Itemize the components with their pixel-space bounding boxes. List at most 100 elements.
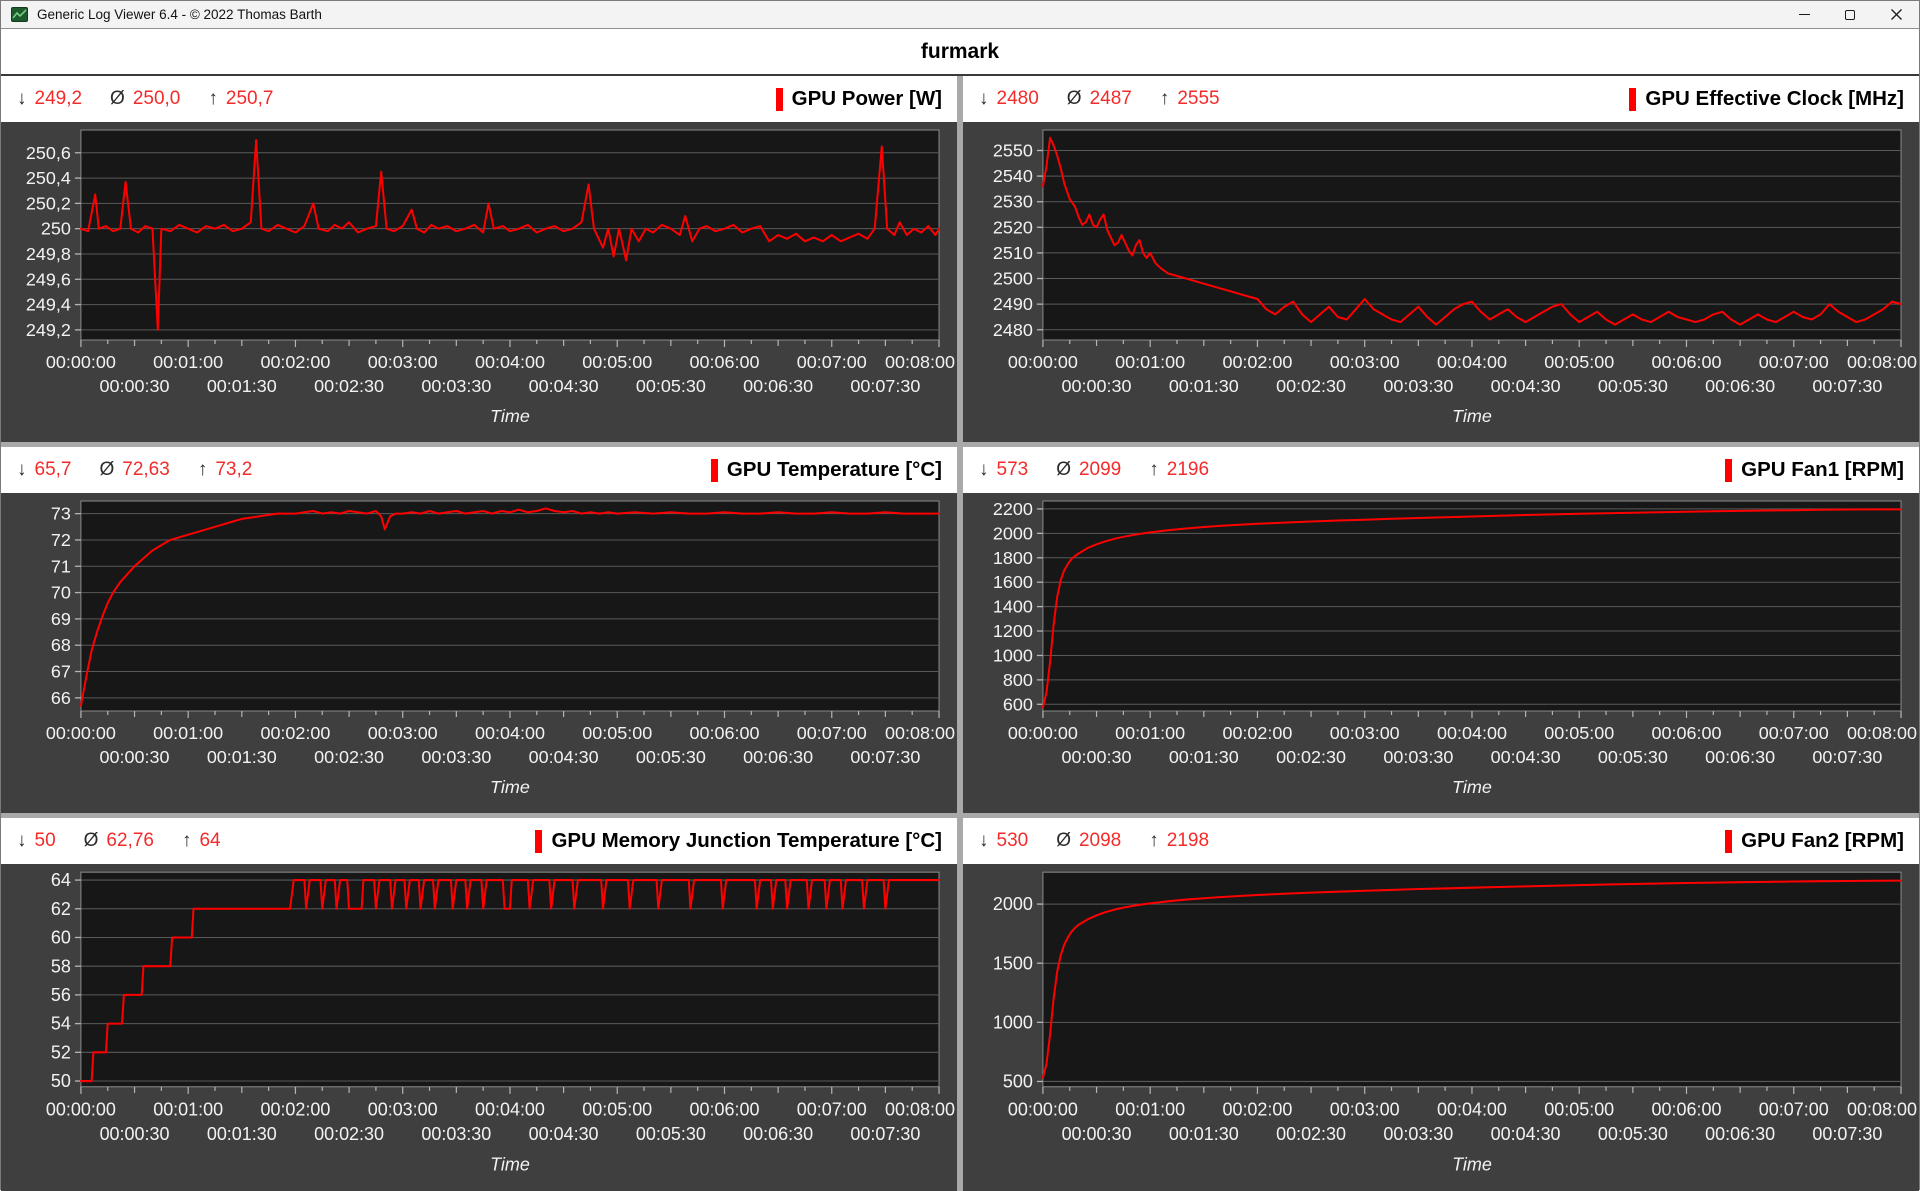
svg-text:00:02:30: 00:02:30 [1276,747,1346,767]
svg-text:Time: Time [490,777,530,797]
svg-text:00:04:30: 00:04:30 [1491,1124,1561,1144]
svg-text:00:06:00: 00:06:00 [690,723,760,743]
max-symbol-icon: ↑ [1149,830,1159,851]
minimize-button[interactable] [1781,1,1827,28]
chart-stats-gpu-power: ↓ 249,2 Ø 250,0 ↑ 250,7 [17,88,273,110]
svg-text:00:06:30: 00:06:30 [743,376,813,396]
svg-text:00:08:00: 00:08:00 [1847,723,1917,743]
chart-header-gpu-effective-clock: ↓ 2480 Ø 2487 ↑ 2555 GPU Effective Clock [MHz] [963,76,1919,122]
chart-stats-gpu-effective-clock: ↓ 2480 Ø 2487 ↑ 2555 [979,88,1220,110]
svg-text:00:06:30: 00:06:30 [743,1124,813,1144]
column-divider [957,76,963,1191]
max-value: 250,7 [225,88,274,109]
chart-plot-gpu-fan2[interactable]: 2000 1500 1000 500 00:00:00 00:01:00 00:02:00 0… [963,864,1919,1191]
svg-text:00:05:00: 00:05:00 [1544,1099,1614,1119]
chart-plot-gpu-memory-junction-temperature[interactable]: 64 62 60 58 56 54 52 50 00:00:00 00:01:00 00:02:00… [1,864,957,1191]
chart-stats-gpu-fan2: ↓ 530 Ø 2098 ↑ 2198 [979,830,1209,852]
svg-text:250,4: 250,4 [26,168,71,188]
svg-text:2540: 2540 [993,166,1033,186]
svg-text:00:06:00: 00:06:00 [690,352,760,372]
svg-text:00:04:30: 00:04:30 [529,747,599,767]
chart-title-gpu-power: GPU Power [W] [775,87,942,111]
chart-plot-gpu-power[interactable]: 250,6 250,4 250,2 250 249,8 249,6 249,4 249,2 00… [1,122,957,442]
avg-value: 62,76 [106,830,154,851]
svg-text:50: 50 [51,1071,71,1091]
close-button[interactable] [1873,1,1919,28]
svg-text:00:06:30: 00:06:30 [1705,747,1775,767]
close-icon [1890,9,1902,20]
app-icon [11,6,28,23]
svg-text:00:07:30: 00:07:30 [1812,376,1882,396]
title-bar: Generic Log Viewer 6.4 - © 2022 Thomas B… [1,1,1919,29]
chart-column-right: ↓ 2480 Ø 2487 ↑ 2555 GPU Effective Clock [MHz]… [963,76,1919,1191]
svg-text:00:02:00: 00:02:00 [1222,723,1292,743]
max-value: 2196 [1166,459,1210,480]
svg-text:60: 60 [51,927,71,947]
svg-text:00:05:00: 00:05:00 [582,1099,652,1119]
svg-text:00:05:30: 00:05:30 [1598,747,1668,767]
svg-text:00:06:00: 00:06:00 [690,1099,760,1119]
log-name: furmark [920,39,1000,63]
chart-header-gpu-memory-junction-temperature: ↓ 50 Ø 62,76 ↑ 64 GPU Memory Junction Temperat… [1,818,957,864]
svg-text:Time: Time [1452,777,1492,797]
chart-title-label: GPU Power [W] [791,87,942,110]
chart-section-gpu-fan2: ↓ 530 Ø 2098 ↑ 2198 GPU Fan2 [RPM] 2000 1500 1000… [963,818,1919,1191]
svg-text:00:00:30: 00:00:30 [100,376,170,396]
avg-value: 2099 [1078,459,1122,480]
panel-splitter [963,813,1919,818]
avg-stat-gpu-fan1: Ø 2099 [1056,459,1121,481]
svg-text:00:00:00: 00:00:00 [1008,352,1078,372]
svg-text:72: 72 [51,530,71,550]
svg-text:1500: 1500 [993,953,1033,973]
svg-text:66: 66 [51,688,71,708]
svg-text:00:03:30: 00:03:30 [421,1124,491,1144]
panel-splitter [963,442,1919,447]
min-value: 573 [996,459,1029,480]
svg-text:00:07:00: 00:07:00 [1759,352,1829,372]
svg-text:Time: Time [490,1154,530,1174]
min-symbol-icon: ↓ [17,830,27,851]
chart-plot-gpu-temperature[interactable]: 73 72 71 70 69 68 67 66 00:00:00 00:01:00 00:02:00… [1,493,957,813]
svg-text:00:03:30: 00:03:30 [421,376,491,396]
max-stat-gpu-fan1: ↑ 2196 [1149,459,1209,481]
svg-text:249,6: 249,6 [26,269,71,289]
svg-text:00:04:00: 00:04:00 [475,1099,545,1119]
svg-text:68: 68 [51,635,71,655]
min-symbol-icon: ↓ [17,459,27,480]
panel-splitter [1,442,957,447]
svg-text:00:07:30: 00:07:30 [850,1124,920,1144]
chart-title-label: GPU Fan2 [RPM] [1741,829,1904,852]
svg-text:00:06:00: 00:06:00 [1652,723,1722,743]
svg-text:1000: 1000 [993,1012,1033,1032]
svg-text:56: 56 [51,985,71,1005]
chart-title-label: GPU Fan1 [RPM] [1741,458,1904,481]
svg-text:00:08:00: 00:08:00 [1847,352,1917,372]
svg-text:600: 600 [1003,694,1033,714]
svg-text:00:00:00: 00:00:00 [1008,723,1078,743]
svg-text:00:01:00: 00:01:00 [1115,723,1185,743]
avg-value: 72,63 [122,459,170,480]
svg-text:73: 73 [51,504,71,524]
chart-header-gpu-fan2: ↓ 530 Ø 2098 ↑ 2198 GPU Fan2 [RPM] [963,818,1919,864]
avg-symbol-icon: Ø [110,88,125,109]
max-stat-gpu-power: ↑ 250,7 [208,88,273,110]
maximize-icon [1845,9,1855,20]
min-stat-gpu-effective-clock: ↓ 2480 [979,88,1039,110]
svg-text:00:00:30: 00:00:30 [1062,747,1132,767]
maximize-button[interactable] [1827,1,1873,28]
min-stat-gpu-fan1: ↓ 573 [979,459,1028,481]
svg-text:250,2: 250,2 [26,193,71,213]
window-title: Generic Log Viewer 6.4 - © 2022 Thomas B… [37,7,322,22]
chart-plot-gpu-fan1[interactable]: 2200 2000 1800 1600 1400 1200 1000 800 600 00:00:… [963,493,1919,813]
svg-text:00:02:00: 00:02:00 [260,1099,330,1119]
chart-section-gpu-temperature: ↓ 65,7 Ø 72,63 ↑ 73,2 GPU Temperature [°C] 73 72… [1,447,957,818]
chart-plot-gpu-effective-clock[interactable]: 2550 2540 2530 2520 2510 2500 2490 2480 00:00:00… [963,122,1919,442]
chart-stats-gpu-memory-junction-temperature: ↓ 50 Ø 62,76 ↑ 64 [17,830,221,852]
min-symbol-icon: ↓ [979,830,989,851]
svg-text:Time: Time [1452,406,1492,426]
svg-text:00:07:30: 00:07:30 [850,376,920,396]
svg-text:2500: 2500 [993,269,1033,289]
svg-text:250,6: 250,6 [26,143,71,163]
svg-text:00:00:30: 00:00:30 [100,747,170,767]
